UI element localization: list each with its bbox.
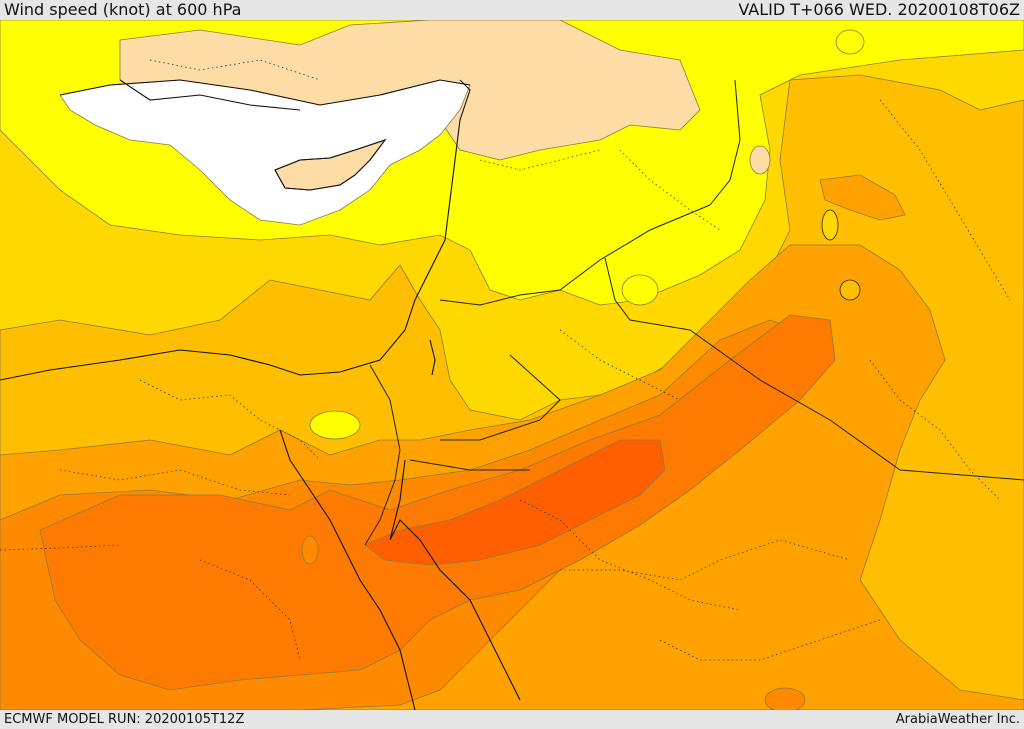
patch-5	[621, 274, 659, 306]
map-svg	[0, 20, 1024, 710]
patch-4	[309, 410, 361, 440]
country-borders	[364, 79, 1024, 546]
patch-7	[835, 29, 865, 55]
model-run: ECMWF MODEL RUN: 20200105T12Z	[4, 712, 245, 727]
blob-ne	[819, 174, 906, 221]
wind-speed-map[interactable]	[0, 20, 1024, 710]
lake-1	[301, 535, 319, 565]
band-red-orange	[364, 439, 666, 566]
map-header: Wind speed (knot) at 600 hPa VALID T+066…	[0, 0, 1024, 20]
credit: ArabiaWeather Inc.	[895, 712, 1020, 727]
map-title: Wind speed (knot) at 600 hPa	[4, 0, 242, 19]
map-footer: ECMWF MODEL RUN: 20200105T12Z ArabiaWeat…	[0, 710, 1024, 729]
patch-6	[749, 145, 771, 175]
patch-8	[764, 687, 806, 710]
lake-2	[821, 209, 839, 241]
valid-time: VALID T+066 WED. 20200108T06Z	[738, 0, 1020, 19]
band-orange-deep	[39, 314, 836, 691]
lake-3	[839, 279, 861, 301]
admin-borders	[0, 59, 1011, 661]
coastlines	[0, 79, 521, 710]
